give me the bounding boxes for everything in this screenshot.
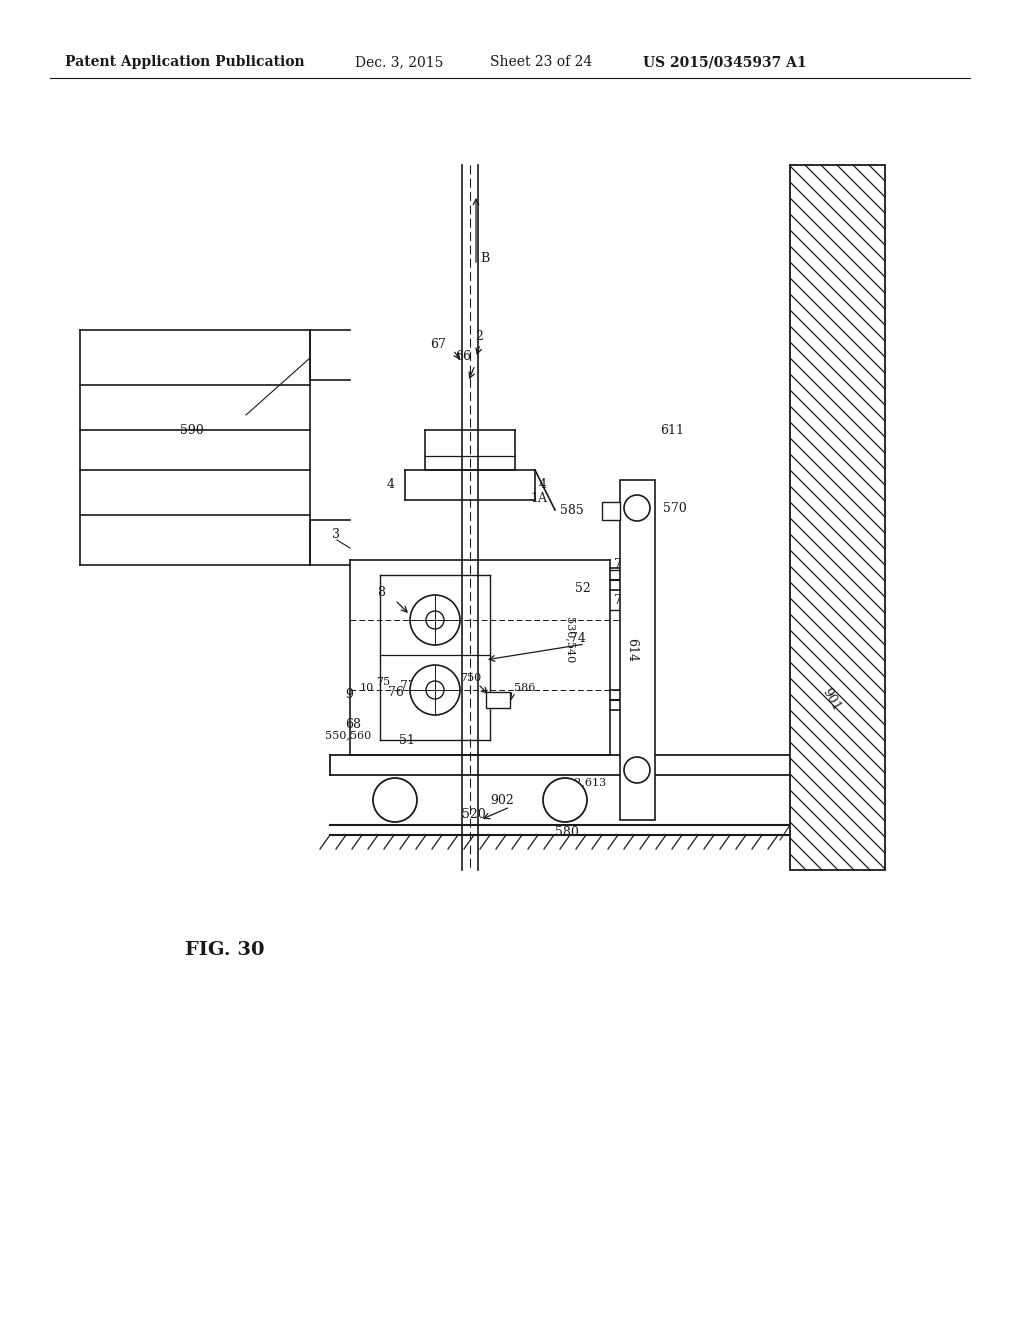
Text: 580: 580 <box>555 825 579 838</box>
Circle shape <box>624 756 650 783</box>
Text: 74: 74 <box>570 631 586 644</box>
Bar <box>790 165 885 870</box>
Text: 68: 68 <box>345 718 361 731</box>
Text: FIG. 30: FIG. 30 <box>185 941 264 960</box>
Text: Patent Application Publication: Patent Application Publication <box>65 55 304 69</box>
Text: 612,613: 612,613 <box>560 777 606 787</box>
Text: 901: 901 <box>820 686 843 714</box>
Text: US 2015/0345937 A1: US 2015/0345937 A1 <box>643 55 807 69</box>
Text: B: B <box>480 252 489 264</box>
Text: 8: 8 <box>377 586 385 598</box>
Text: 66: 66 <box>455 351 471 363</box>
Text: 611: 611 <box>660 424 684 437</box>
Text: 2: 2 <box>475 330 483 343</box>
Text: 1A: 1A <box>530 491 547 504</box>
Text: 530,540: 530,540 <box>565 616 575 663</box>
Text: 73: 73 <box>614 594 630 606</box>
Text: 586: 586 <box>514 682 536 693</box>
Text: 902: 902 <box>490 793 514 807</box>
Text: 10: 10 <box>360 682 374 693</box>
Circle shape <box>543 777 587 822</box>
Circle shape <box>410 595 460 645</box>
Text: 750: 750 <box>460 673 481 682</box>
Text: 51: 51 <box>399 734 415 747</box>
Text: 9: 9 <box>345 689 353 701</box>
Circle shape <box>624 495 650 521</box>
Text: 76: 76 <box>388 686 403 700</box>
Bar <box>620 480 655 820</box>
Text: 520: 520 <box>462 808 485 821</box>
Text: 614: 614 <box>625 638 638 663</box>
Text: 77: 77 <box>400 681 416 693</box>
Bar <box>486 692 510 708</box>
Text: 72: 72 <box>614 558 630 572</box>
Circle shape <box>426 681 444 700</box>
Text: 4: 4 <box>387 478 395 491</box>
Text: Dec. 3, 2015: Dec. 3, 2015 <box>355 55 443 69</box>
Circle shape <box>373 777 417 822</box>
Text: 550,560: 550,560 <box>325 730 372 741</box>
Text: Sheet 23 of 24: Sheet 23 of 24 <box>490 55 592 69</box>
Text: 67: 67 <box>430 338 445 351</box>
Text: 52: 52 <box>575 582 591 594</box>
Text: 4: 4 <box>539 478 547 491</box>
Text: 590: 590 <box>180 424 204 437</box>
Text: 75: 75 <box>376 677 390 686</box>
Text: 570: 570 <box>663 502 687 515</box>
Bar <box>602 502 620 520</box>
Text: 585: 585 <box>560 503 584 516</box>
Circle shape <box>410 665 460 715</box>
Text: 3: 3 <box>332 528 340 541</box>
Circle shape <box>426 611 444 630</box>
